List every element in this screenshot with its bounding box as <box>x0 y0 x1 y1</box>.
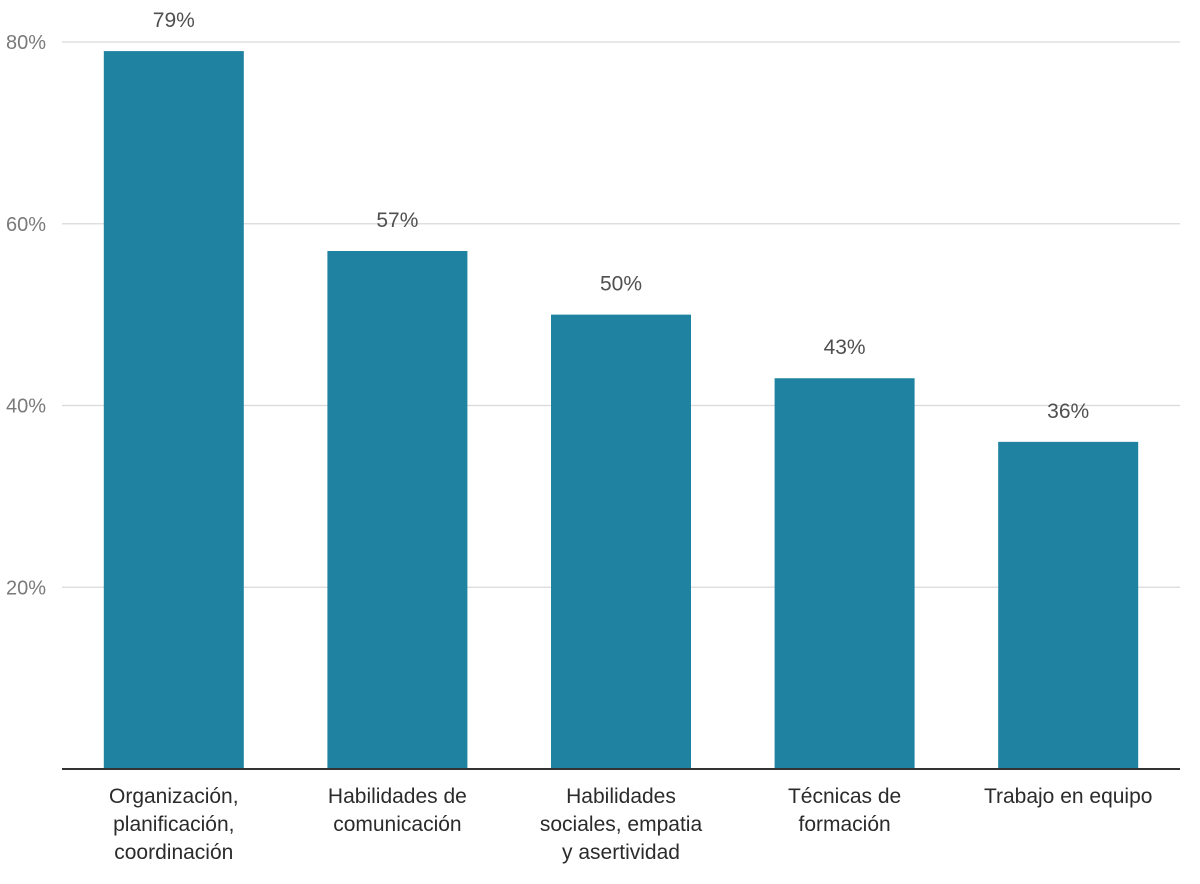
x-category-label: Habilidades sociales, empatia y asertivida… <box>540 785 703 864</box>
y-tick-label: 20% <box>6 577 46 599</box>
y-tick-label: 40% <box>6 396 46 418</box>
data-label: 50% <box>600 273 642 296</box>
y-tick-label: 80% <box>6 32 46 54</box>
bar <box>998 441 1139 769</box>
x-category-label: Organización, planificación, coordinación <box>109 785 239 864</box>
x-category-label: Habilidades de comunicación <box>328 785 467 836</box>
data-label: 36% <box>1047 400 1089 423</box>
bar <box>774 378 915 769</box>
data-label: 79% <box>153 9 195 32</box>
bar <box>551 314 691 769</box>
bar <box>103 51 244 769</box>
bar <box>327 251 468 769</box>
x-category-label: Trabajo en equipo <box>984 785 1153 808</box>
y-tick-label: 60% <box>6 214 46 236</box>
data-label: 57% <box>376 209 418 232</box>
x-category-label: Técnicas de formación <box>788 785 901 836</box>
data-label: 43% <box>824 336 866 359</box>
labels: 20% 40% 60% 80% 79% Organización, planificació… <box>6 9 1152 864</box>
bars <box>103 51 1139 769</box>
